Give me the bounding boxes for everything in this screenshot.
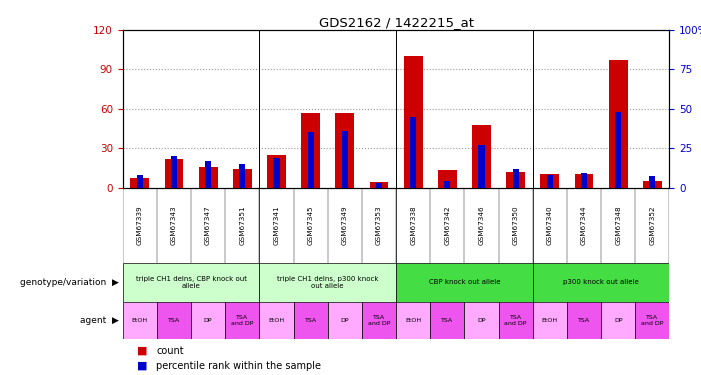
Title: GDS2162 / 1422215_at: GDS2162 / 1422215_at (318, 16, 474, 29)
Text: triple CH1 delns, p300 knock
out allele: triple CH1 delns, p300 knock out allele (277, 276, 379, 289)
Bar (608, 60, 627, 188)
Text: GSM67339: GSM67339 (137, 205, 143, 245)
Bar (464, 302, 498, 339)
Bar (273, 158, 280, 188)
Bar (157, 302, 191, 339)
Bar (308, 132, 314, 188)
Text: GSM67342: GSM67342 (444, 205, 450, 245)
Bar (123, 262, 259, 302)
Text: GSM67348: GSM67348 (615, 205, 621, 245)
Text: DP: DP (341, 318, 349, 323)
Bar (137, 175, 143, 188)
Bar (198, 166, 217, 188)
Text: GSM67344: GSM67344 (581, 205, 587, 245)
Bar (294, 302, 327, 339)
Bar (327, 302, 362, 339)
Text: TSA: TSA (304, 318, 317, 323)
Bar (512, 169, 519, 188)
Bar (301, 112, 320, 188)
Bar (533, 262, 669, 302)
Bar (335, 112, 354, 188)
Text: p300 knock out allele: p300 knock out allele (563, 279, 639, 285)
Bar (649, 177, 655, 188)
Text: GSM67338: GSM67338 (410, 205, 416, 245)
Bar (567, 302, 601, 339)
Bar (123, 302, 157, 339)
Text: GSM67343: GSM67343 (171, 205, 177, 245)
Bar (438, 170, 457, 188)
Text: TSA
and DP: TSA and DP (231, 315, 254, 326)
Text: DP: DP (477, 318, 486, 323)
Bar (404, 56, 423, 188)
Bar (165, 159, 184, 188)
Bar (506, 172, 525, 188)
Bar (130, 178, 149, 188)
Text: EtOH: EtOH (268, 318, 285, 323)
Text: GSM67353: GSM67353 (376, 205, 382, 245)
Text: GSM67340: GSM67340 (547, 205, 553, 245)
Text: TSA: TSA (168, 318, 180, 323)
Text: GSM67345: GSM67345 (308, 205, 313, 245)
Text: agent  ▶: agent ▶ (81, 316, 119, 325)
Bar (635, 302, 669, 339)
Bar (410, 117, 416, 188)
Text: GSM67350: GSM67350 (512, 205, 519, 245)
Text: GSM67341: GSM67341 (273, 205, 280, 245)
Text: GSM67346: GSM67346 (479, 205, 484, 245)
Text: GSM67352: GSM67352 (649, 205, 655, 245)
Bar (498, 302, 533, 339)
Text: GSM67351: GSM67351 (239, 205, 245, 245)
Bar (472, 124, 491, 188)
Text: TSA: TSA (578, 318, 590, 323)
Bar (225, 302, 259, 339)
Bar (601, 302, 635, 339)
Bar (259, 262, 396, 302)
Text: DP: DP (614, 318, 622, 323)
Bar (376, 183, 382, 188)
Bar (191, 302, 225, 339)
Bar (581, 173, 587, 188)
Bar (430, 302, 464, 339)
Text: GSM67347: GSM67347 (205, 205, 211, 245)
Bar (369, 182, 388, 188)
Bar (615, 112, 621, 188)
Bar (533, 302, 567, 339)
Bar (239, 164, 245, 188)
Bar (540, 174, 559, 188)
Text: DP: DP (204, 318, 212, 323)
Bar (233, 169, 252, 188)
Text: CBP knock out allele: CBP knock out allele (429, 279, 500, 285)
Text: genotype/variation  ▶: genotype/variation ▶ (20, 278, 119, 286)
Text: ■: ■ (137, 361, 147, 370)
Bar (341, 131, 348, 188)
Bar (171, 156, 177, 188)
Bar (575, 174, 594, 188)
Text: TSA
and DP: TSA and DP (368, 315, 390, 326)
Bar (205, 161, 211, 188)
Bar (478, 145, 484, 188)
Text: TSA
and DP: TSA and DP (641, 315, 664, 326)
Bar (444, 181, 451, 188)
Bar (643, 181, 662, 188)
Text: GSM67349: GSM67349 (342, 205, 348, 245)
Text: EtOH: EtOH (405, 318, 421, 323)
Text: count: count (156, 346, 184, 355)
Bar (547, 175, 553, 188)
Bar (396, 302, 430, 339)
Text: EtOH: EtOH (132, 318, 148, 323)
Bar (267, 154, 286, 188)
Text: EtOH: EtOH (542, 318, 558, 323)
Text: ■: ■ (137, 346, 147, 355)
Text: percentile rank within the sample: percentile rank within the sample (156, 361, 321, 370)
Bar (362, 302, 396, 339)
Text: TSA
and DP: TSA and DP (505, 315, 527, 326)
Bar (259, 302, 294, 339)
Text: triple CH1 delns, CBP knock out
allele: triple CH1 delns, CBP knock out allele (135, 276, 247, 289)
Bar (396, 262, 533, 302)
Text: TSA: TSA (441, 318, 454, 323)
